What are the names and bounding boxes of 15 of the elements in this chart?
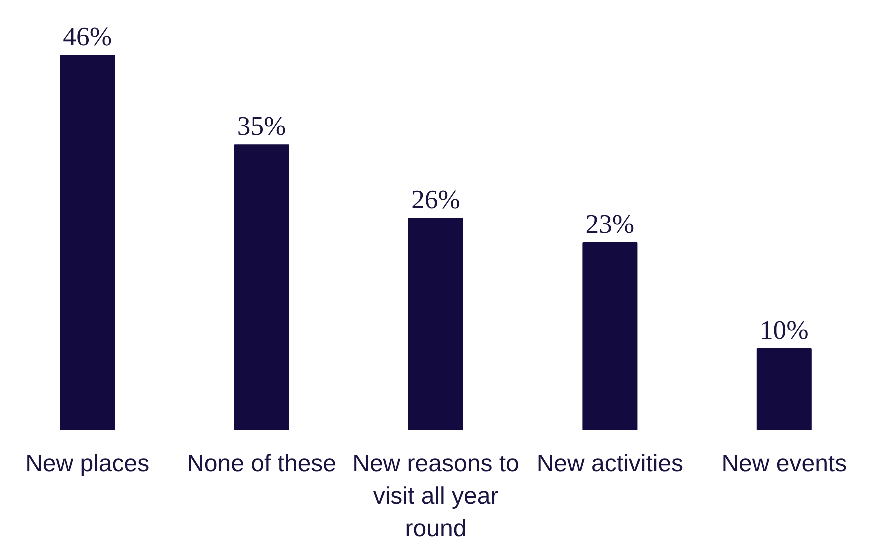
data-label: 23%	[586, 209, 635, 239]
bar	[60, 55, 116, 430]
x-tick-label: None of these	[187, 450, 337, 478]
bar	[408, 218, 464, 430]
bar	[582, 242, 638, 430]
bar	[756, 348, 812, 430]
data-label: 26%	[412, 184, 460, 215]
x-tick-label: New activities	[536, 450, 684, 478]
data-label: 35%	[237, 111, 286, 142]
data-label: 10%	[760, 314, 809, 345]
x-tick-label: New reasons to visit all year round	[352, 450, 520, 542]
x-tick-label: New places	[26, 450, 150, 478]
x-tick-label: New events	[722, 450, 848, 478]
data-label: 46%	[63, 22, 112, 52]
bar	[234, 144, 290, 430]
